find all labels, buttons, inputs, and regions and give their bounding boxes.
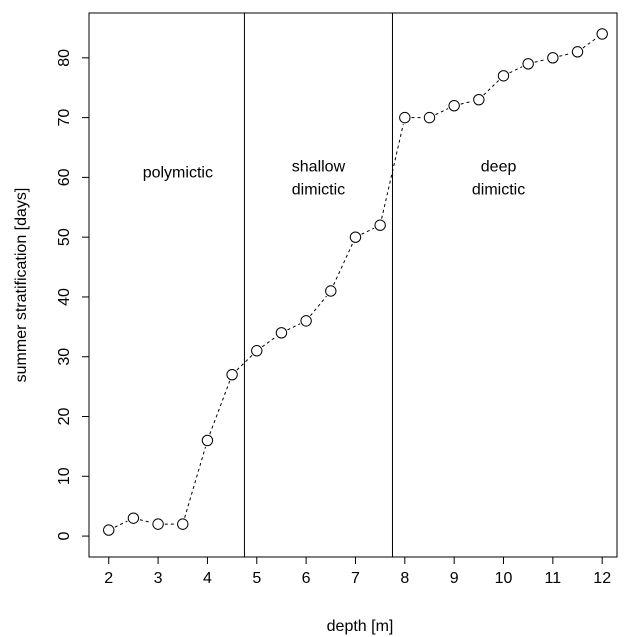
series-segment bbox=[534, 58, 547, 63]
data-point bbox=[226, 368, 238, 381]
series-segment bbox=[460, 100, 473, 105]
data-point bbox=[473, 93, 485, 106]
data-point bbox=[177, 518, 189, 530]
y-tick-label: 70 bbox=[56, 109, 73, 127]
series-segment bbox=[381, 124, 404, 219]
data-point bbox=[201, 434, 214, 447]
series-segment bbox=[184, 446, 207, 518]
region-label-line: polymictic bbox=[143, 164, 213, 181]
data-point bbox=[275, 327, 288, 339]
y-tick-label: 60 bbox=[56, 168, 73, 186]
series-segment bbox=[139, 519, 152, 524]
data-point bbox=[103, 524, 115, 536]
data-point bbox=[547, 52, 559, 64]
region-label-line: dimictic bbox=[472, 181, 525, 198]
series-segment bbox=[261, 336, 277, 348]
x-axis-label: depth [m] bbox=[327, 618, 394, 635]
region-labels: polymictic shallow dimictic deep dimictic bbox=[143, 158, 526, 198]
series-segment bbox=[310, 295, 327, 317]
x-tick-label: 12 bbox=[593, 570, 611, 587]
x-axis: 2 3 4 5 6 7 8 9 10 11 12 bbox=[104, 556, 611, 587]
region-label-line: deep bbox=[481, 158, 517, 175]
data-point bbox=[349, 231, 362, 243]
data-point bbox=[399, 111, 411, 124]
x-tick-label: 3 bbox=[154, 570, 163, 587]
data-points bbox=[103, 28, 608, 536]
data-point bbox=[596, 28, 608, 40]
series-segment bbox=[509, 66, 523, 74]
series-segment bbox=[435, 108, 449, 116]
series-segment bbox=[209, 380, 231, 435]
plot-frame bbox=[88, 12, 618, 558]
region-dividers bbox=[243, 13, 393, 557]
series-segment bbox=[361, 227, 375, 235]
series-segment bbox=[582, 37, 598, 49]
x-tick-label: 10 bbox=[495, 570, 513, 587]
data-point bbox=[251, 345, 263, 357]
series-segment bbox=[287, 323, 301, 331]
data-point bbox=[300, 315, 312, 327]
x-tick-label: 6 bbox=[302, 570, 311, 587]
data-point bbox=[374, 219, 386, 231]
region-label-line: dimictic bbox=[292, 181, 345, 198]
series-segment bbox=[559, 52, 572, 57]
region-label-2: shallow dimictic bbox=[292, 158, 346, 198]
region-label-1: polymictic bbox=[143, 164, 213, 181]
data-point bbox=[448, 99, 460, 112]
region-label-line: shallow bbox=[292, 158, 346, 175]
data-point bbox=[423, 111, 436, 124]
y-tick-label: 20 bbox=[56, 408, 73, 426]
series-segment bbox=[333, 243, 354, 286]
data-point bbox=[152, 518, 164, 530]
x-tick-label: 2 bbox=[104, 570, 113, 587]
y-tick-label: 40 bbox=[56, 288, 73, 306]
y-axis-label: summer stratification [days] bbox=[13, 188, 30, 383]
x-tick-label: 11 bbox=[545, 570, 562, 587]
region-label-3: deep dimictic bbox=[472, 158, 525, 198]
x-tick-label: 4 bbox=[203, 570, 212, 587]
x-tick-label: 7 bbox=[351, 570, 360, 587]
x-tick-label: 8 bbox=[400, 570, 409, 587]
series-line bbox=[114, 37, 598, 528]
y-tick-label: 0 bbox=[56, 532, 73, 541]
series-segment bbox=[483, 80, 500, 96]
x-tick-label: 9 bbox=[450, 570, 459, 587]
x-tick-label: 5 bbox=[252, 570, 261, 587]
series-segment bbox=[114, 520, 128, 528]
y-tick-label: 30 bbox=[56, 348, 73, 366]
y-tick-label: 10 bbox=[56, 467, 73, 485]
y-axis: 0 10 20 30 40 50 60 70 80 bbox=[56, 49, 90, 541]
data-point bbox=[522, 58, 534, 70]
data-point bbox=[571, 46, 584, 58]
data-point bbox=[127, 512, 140, 524]
y-tick-label: 80 bbox=[56, 49, 73, 67]
y-tick-label: 50 bbox=[56, 228, 73, 246]
data-point bbox=[325, 285, 337, 297]
data-point bbox=[497, 70, 510, 82]
